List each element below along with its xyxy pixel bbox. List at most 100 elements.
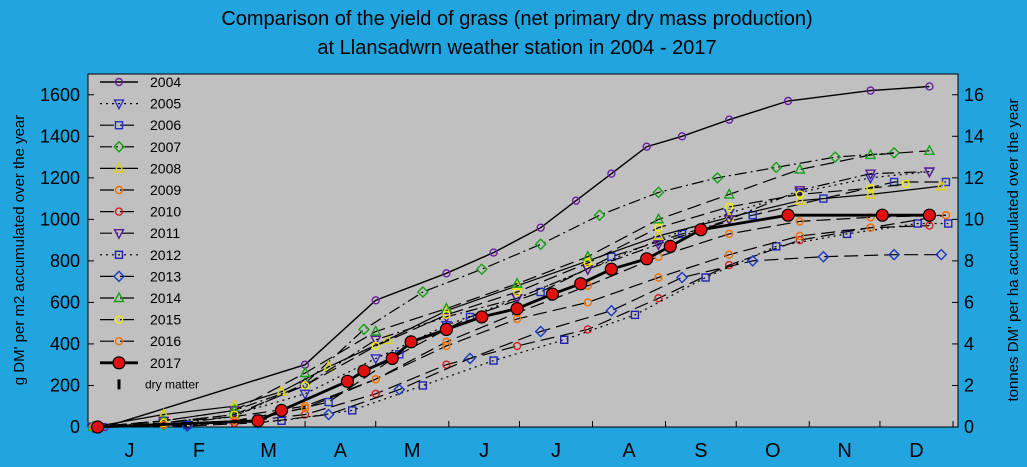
- legend-marker: [113, 99, 125, 111]
- data-point: [512, 287, 522, 297]
- data-point: [723, 208, 735, 220]
- data-point: [794, 163, 806, 174]
- data-point: [654, 273, 663, 282]
- legend-label: 2016: [150, 333, 181, 349]
- data-point: [442, 269, 451, 278]
- chart-subtitle: at Llansadwrn weather station in 2004 - …: [317, 37, 716, 59]
- data-point: [654, 294, 663, 303]
- data-point: [393, 383, 406, 396]
- y-tick-label: 400: [50, 334, 80, 354]
- series-2017: [91, 208, 937, 434]
- series-line: [92, 171, 930, 428]
- data-point: [829, 151, 842, 164]
- data-point: [654, 223, 663, 232]
- y2-tick-label: 6: [964, 292, 974, 312]
- legend-label: 2009: [150, 182, 181, 198]
- legend-label: 2006: [150, 117, 181, 133]
- legend-marker: [114, 250, 124, 260]
- data-point: [347, 406, 357, 415]
- data-point: [941, 210, 951, 220]
- data-point: [604, 262, 618, 276]
- data-point: [91, 420, 105, 434]
- series-line: [92, 152, 895, 428]
- legend-label: 2012: [150, 247, 181, 263]
- data-point: [593, 209, 606, 222]
- legend-marker: [112, 356, 126, 370]
- series-group: [87, 82, 953, 434]
- data-point: [370, 335, 382, 347]
- y2-tick-label: 0: [964, 417, 974, 437]
- data-point: [299, 366, 311, 378]
- data-point: [385, 351, 399, 366]
- data-point: [582, 250, 594, 261]
- y2-tick-label: 10: [964, 209, 984, 229]
- legend-label: 2005: [150, 96, 181, 112]
- y-tick-label: 0: [70, 417, 80, 437]
- data-point: [545, 287, 560, 301]
- data-point: [300, 410, 310, 419]
- data-point: [371, 375, 380, 384]
- data-point: [228, 399, 241, 411]
- y-tick-label: 200: [50, 375, 80, 395]
- data-point: [642, 142, 651, 151]
- month-label: J: [551, 440, 561, 462]
- data-point: [652, 229, 665, 241]
- data-point: [536, 287, 545, 297]
- y-tick-label: 1200: [40, 168, 80, 188]
- data-point: [923, 167, 936, 179]
- data-point: [724, 250, 734, 259]
- plot-area: [87, 73, 959, 428]
- data-point: [571, 196, 581, 205]
- y-axis-right: 0 2 4 6 8 10 12 14 16: [952, 85, 984, 437]
- legend: 2004 2005 2006 2007 2008 2009 2010 2011 2012 2013…: [100, 74, 199, 391]
- data-point: [864, 173, 877, 185]
- data-point: [866, 213, 875, 222]
- month-label: F: [193, 440, 205, 462]
- data-point: [475, 310, 489, 324]
- data-point: [357, 323, 370, 336]
- data-point: [534, 238, 547, 251]
- data-point: [888, 248, 901, 261]
- data-point: [864, 187, 877, 199]
- month-label: A: [334, 440, 348, 462]
- data-point: [652, 186, 665, 199]
- y-axis-label: g DM' per m2 accumulated over the year: [11, 115, 28, 385]
- data-point: [416, 286, 429, 299]
- data-point: [536, 223, 545, 232]
- y2-tick-label: 2: [964, 375, 974, 395]
- y2-tick-label: 8: [964, 251, 974, 271]
- data-point: [640, 252, 654, 266]
- data-point: [795, 231, 805, 241]
- legend-marker: [114, 185, 124, 195]
- month-label: J: [125, 440, 135, 462]
- data-point: [913, 219, 922, 228]
- data-point: [925, 82, 934, 91]
- data-point: [746, 254, 759, 267]
- series-2004: [100, 82, 934, 432]
- data-point: [357, 364, 371, 378]
- data-point: [371, 296, 380, 305]
- legend-marker: [114, 77, 124, 87]
- data-point: [511, 277, 523, 288]
- series-line: [104, 85, 930, 428]
- data-point: [770, 161, 783, 174]
- month-label: M: [260, 440, 277, 462]
- data-point: [923, 144, 936, 156]
- data-point: [701, 273, 710, 282]
- data-point: [866, 184, 875, 193]
- data-point: [864, 148, 877, 160]
- data-point: [922, 208, 937, 222]
- legend-label: 2015: [150, 312, 181, 328]
- legend-marker: [113, 270, 125, 283]
- data-point: [340, 374, 355, 388]
- data-point: [630, 310, 640, 320]
- data-point: [324, 397, 333, 407]
- data-point: [724, 202, 734, 212]
- data-point: [925, 221, 934, 230]
- legend-marker: [114, 207, 124, 216]
- data-point: [795, 217, 805, 226]
- month-label: D: [909, 440, 923, 462]
- data-point: [574, 277, 588, 291]
- data-point: [864, 169, 877, 181]
